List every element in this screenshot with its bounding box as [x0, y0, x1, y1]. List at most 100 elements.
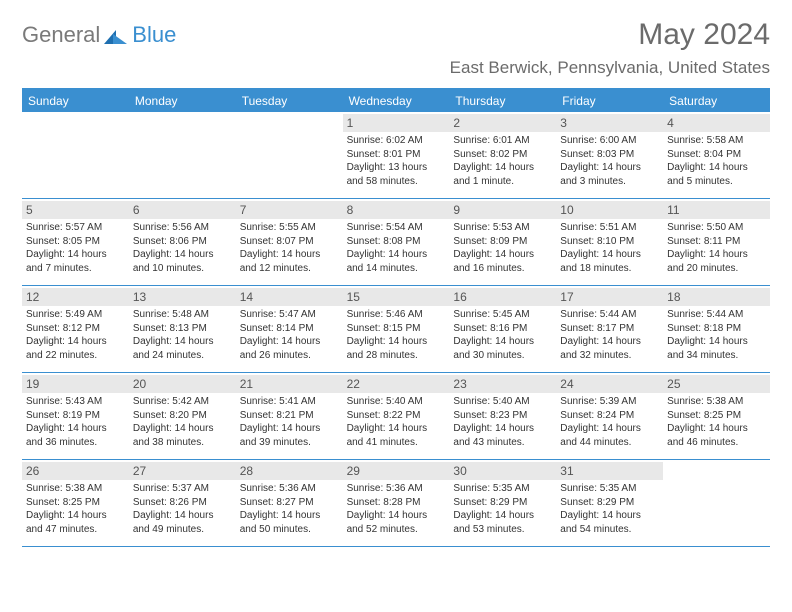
day-cell: 4Sunrise: 5:58 AMSunset: 8:04 PMDaylight… [663, 112, 770, 198]
sunset-text: Sunset: 8:28 PM [347, 496, 446, 510]
sunset-text: Sunset: 8:12 PM [26, 322, 125, 336]
day-number: 1 [343, 114, 450, 132]
day-info: Sunrise: 5:40 AMSunset: 8:22 PMDaylight:… [347, 395, 446, 449]
day-cell: 7Sunrise: 5:55 AMSunset: 8:07 PMDaylight… [236, 199, 343, 285]
day-info: Sunrise: 5:49 AMSunset: 8:12 PMDaylight:… [26, 308, 125, 362]
day-cell: 5Sunrise: 5:57 AMSunset: 8:05 PMDaylight… [22, 199, 129, 285]
day-info: Sunrise: 5:51 AMSunset: 8:10 PMDaylight:… [560, 221, 659, 275]
day-cell: 11Sunrise: 5:50 AMSunset: 8:11 PMDayligh… [663, 199, 770, 285]
day-info: Sunrise: 5:43 AMSunset: 8:19 PMDaylight:… [26, 395, 125, 449]
sunrise-text: Sunrise: 5:44 AM [560, 308, 659, 322]
sunrise-text: Sunrise: 5:47 AM [240, 308, 339, 322]
sunrise-text: Sunrise: 5:53 AM [453, 221, 552, 235]
logo-triangle-icon [104, 26, 130, 44]
day-cell: 23 Sunrise: 5:40 AMSunset: 8:23 PMDayligh… [449, 373, 556, 459]
day-number: 5 [22, 201, 129, 219]
day-cell: 20Sunrise: 5:42 AMSunset: 8:20 PMDayligh… [129, 373, 236, 459]
daylight-text: Daylight: 14 hours and 18 minutes. [560, 248, 659, 275]
day-info: Sunrise: 5:35 AMSunset: 8:29 PMDaylight:… [453, 482, 552, 536]
day-number: 31 [556, 462, 663, 480]
sunset-text: Sunset: 8:23 PM [453, 409, 552, 423]
sunset-text: Sunset: 8:08 PM [347, 235, 446, 249]
sunrise-text: Sunrise: 5:58 AM [667, 134, 766, 148]
day-info: Sunrise: 5:44 AMSunset: 8:18 PMDaylight:… [667, 308, 766, 362]
sunrise-text: Sunrise: 6:02 AM [347, 134, 446, 148]
daylight-text: Daylight: 14 hours and 47 minutes. [26, 509, 125, 536]
sunrise-text: Sunrise: 5:44 AM [667, 308, 766, 322]
day-cell: 15Sunrise: 5:46 AMSunset: 8:15 PMDayligh… [343, 286, 450, 372]
day-info: Sunrise: 5:45 AMSunset: 8:16 PMDaylight:… [453, 308, 552, 362]
sunset-text: Sunset: 8:26 PM [133, 496, 232, 510]
week-row: 19 Sunrise: 5:43 AMSunset: 8:19 PMDayligh… [22, 373, 770, 460]
day-number: 9 [449, 201, 556, 219]
day-cell: 30Sunrise: 5:35 AMSunset: 8:29 PMDayligh… [449, 460, 556, 546]
day-cell: 26 Sunrise: 5:38 AMSunset: 8:25 PMDayligh… [22, 460, 129, 546]
day-number: 10 [556, 201, 663, 219]
month-title: May 2024 [450, 18, 770, 52]
sunset-text: Sunset: 8:19 PM [26, 409, 125, 423]
sunrise-text: Sunrise: 5:38 AM [26, 482, 125, 496]
day-number: 22 [343, 375, 450, 393]
day-cell: 24 Sunrise: 5:39 AMSunset: 8:24 PMDayligh… [556, 373, 663, 459]
day-header: Saturday [663, 90, 770, 112]
daylight-text: Daylight: 14 hours and 28 minutes. [347, 335, 446, 362]
daylight-text: Daylight: 14 hours and 54 minutes. [560, 509, 659, 536]
sunset-text: Sunset: 8:21 PM [240, 409, 339, 423]
sunrise-text: Sunrise: 5:36 AM [240, 482, 339, 496]
day-number: 2 [449, 114, 556, 132]
day-info: Sunrise: 5:56 AMSunset: 8:06 PMDaylight:… [133, 221, 232, 275]
day-number: 23 [449, 375, 556, 393]
day-cell: 3Sunrise: 6:00 AMSunset: 8:03 PMDaylight… [556, 112, 663, 198]
day-info: Sunrise: 5:40 AMSunset: 8:23 PMDaylight:… [453, 395, 552, 449]
sunset-text: Sunset: 8:07 PM [240, 235, 339, 249]
day-number: 26 [22, 462, 129, 480]
daylight-text: Daylight: 14 hours and 52 minutes. [347, 509, 446, 536]
day-info: Sunrise: 5:39 AMSunset: 8:24 PMDaylight:… [560, 395, 659, 449]
day-number: 16 [449, 288, 556, 306]
daylight-text: Daylight: 14 hours and 22 minutes. [26, 335, 125, 362]
daylight-text: Daylight: 14 hours and 50 minutes. [240, 509, 339, 536]
day-number: 24 [556, 375, 663, 393]
day-number: 8 [343, 201, 450, 219]
day-cell: 19 Sunrise: 5:43 AMSunset: 8:19 PMDayligh… [22, 373, 129, 459]
sunrise-text: Sunrise: 5:55 AM [240, 221, 339, 235]
logo: General Blue [22, 22, 176, 48]
sunrise-text: Sunrise: 5:46 AM [347, 308, 446, 322]
day-cell: 29Sunrise: 5:36 AMSunset: 8:28 PMDayligh… [343, 460, 450, 546]
sunset-text: Sunset: 8:25 PM [26, 496, 125, 510]
sunrise-text: Sunrise: 5:40 AM [347, 395, 446, 409]
day-info: Sunrise: 5:46 AMSunset: 8:15 PMDaylight:… [347, 308, 446, 362]
day-cell: 13Sunrise: 5:48 AMSunset: 8:13 PMDayligh… [129, 286, 236, 372]
day-number: 29 [343, 462, 450, 480]
sunset-text: Sunset: 8:29 PM [453, 496, 552, 510]
daylight-text: Daylight: 14 hours and 30 minutes. [453, 335, 552, 362]
day-cell: 28Sunrise: 5:36 AMSunset: 8:27 PMDayligh… [236, 460, 343, 546]
daylight-text: Daylight: 14 hours and 26 minutes. [240, 335, 339, 362]
day-number: 7 [236, 201, 343, 219]
day-header: Tuesday [236, 90, 343, 112]
day-cell: 1Sunrise: 6:02 AMSunset: 8:01 PMDaylight… [343, 112, 450, 198]
day-info: Sunrise: 5:48 AMSunset: 8:13 PMDaylight:… [133, 308, 232, 362]
daylight-text: Daylight: 14 hours and 32 minutes. [560, 335, 659, 362]
sunrise-text: Sunrise: 5:41 AM [240, 395, 339, 409]
day-number: 3 [556, 114, 663, 132]
sunrise-text: Sunrise: 5:57 AM [26, 221, 125, 235]
day-header: Wednesday [343, 90, 450, 112]
daylight-text: Daylight: 14 hours and 1 minute. [453, 161, 552, 188]
day-info: Sunrise: 5:38 AMSunset: 8:25 PMDaylight:… [26, 482, 125, 536]
sunset-text: Sunset: 8:27 PM [240, 496, 339, 510]
day-number: 19 [22, 375, 129, 393]
sunset-text: Sunset: 8:04 PM [667, 148, 766, 162]
sunrise-text: Sunrise: 5:50 AM [667, 221, 766, 235]
day-header: Friday [556, 90, 663, 112]
daylight-text: Daylight: 14 hours and 44 minutes. [560, 422, 659, 449]
daylight-text: Daylight: 14 hours and 38 minutes. [133, 422, 232, 449]
sunrise-text: Sunrise: 5:56 AM [133, 221, 232, 235]
day-number: 17 [556, 288, 663, 306]
day-cell: 17Sunrise: 5:44 AMSunset: 8:17 PMDayligh… [556, 286, 663, 372]
day-info: Sunrise: 5:50 AMSunset: 8:11 PMDaylight:… [667, 221, 766, 275]
day-header-row: SundayMondayTuesdayWednesdayThursdayFrid… [22, 90, 770, 112]
sunset-text: Sunset: 8:11 PM [667, 235, 766, 249]
day-number: 21 [236, 375, 343, 393]
sunset-text: Sunset: 8:03 PM [560, 148, 659, 162]
